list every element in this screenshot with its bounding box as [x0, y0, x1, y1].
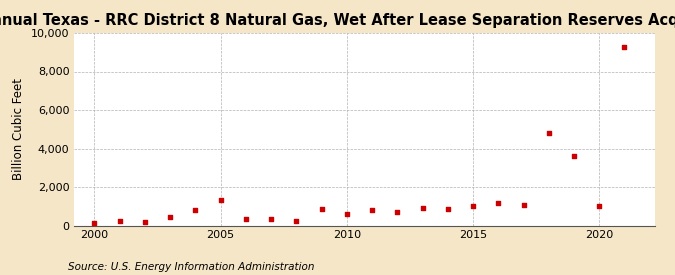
- Point: [568, 154, 579, 158]
- Point: [291, 218, 302, 223]
- Point: [165, 215, 176, 219]
- Point: [190, 207, 200, 212]
- Point: [64, 200, 75, 205]
- Point: [543, 131, 554, 135]
- Point: [215, 198, 226, 202]
- Point: [367, 208, 377, 212]
- Point: [594, 204, 605, 208]
- Point: [619, 45, 630, 50]
- Title: Annual Texas - RRC District 8 Natural Gas, Wet After Lease Separation Reserves A: Annual Texas - RRC District 8 Natural Ga…: [0, 13, 675, 28]
- Text: Source: U.S. Energy Information Administration: Source: U.S. Energy Information Administ…: [68, 262, 314, 272]
- Point: [240, 217, 251, 221]
- Point: [316, 207, 327, 211]
- Point: [442, 207, 453, 211]
- Point: [468, 204, 479, 208]
- Point: [518, 203, 529, 207]
- Y-axis label: Billion Cubic Feet: Billion Cubic Feet: [12, 78, 26, 180]
- Point: [266, 217, 277, 222]
- Point: [342, 212, 352, 216]
- Point: [392, 210, 403, 214]
- Point: [140, 219, 151, 224]
- Point: [493, 201, 504, 205]
- Point: [114, 219, 125, 223]
- Point: [417, 206, 428, 210]
- Point: [89, 220, 100, 225]
